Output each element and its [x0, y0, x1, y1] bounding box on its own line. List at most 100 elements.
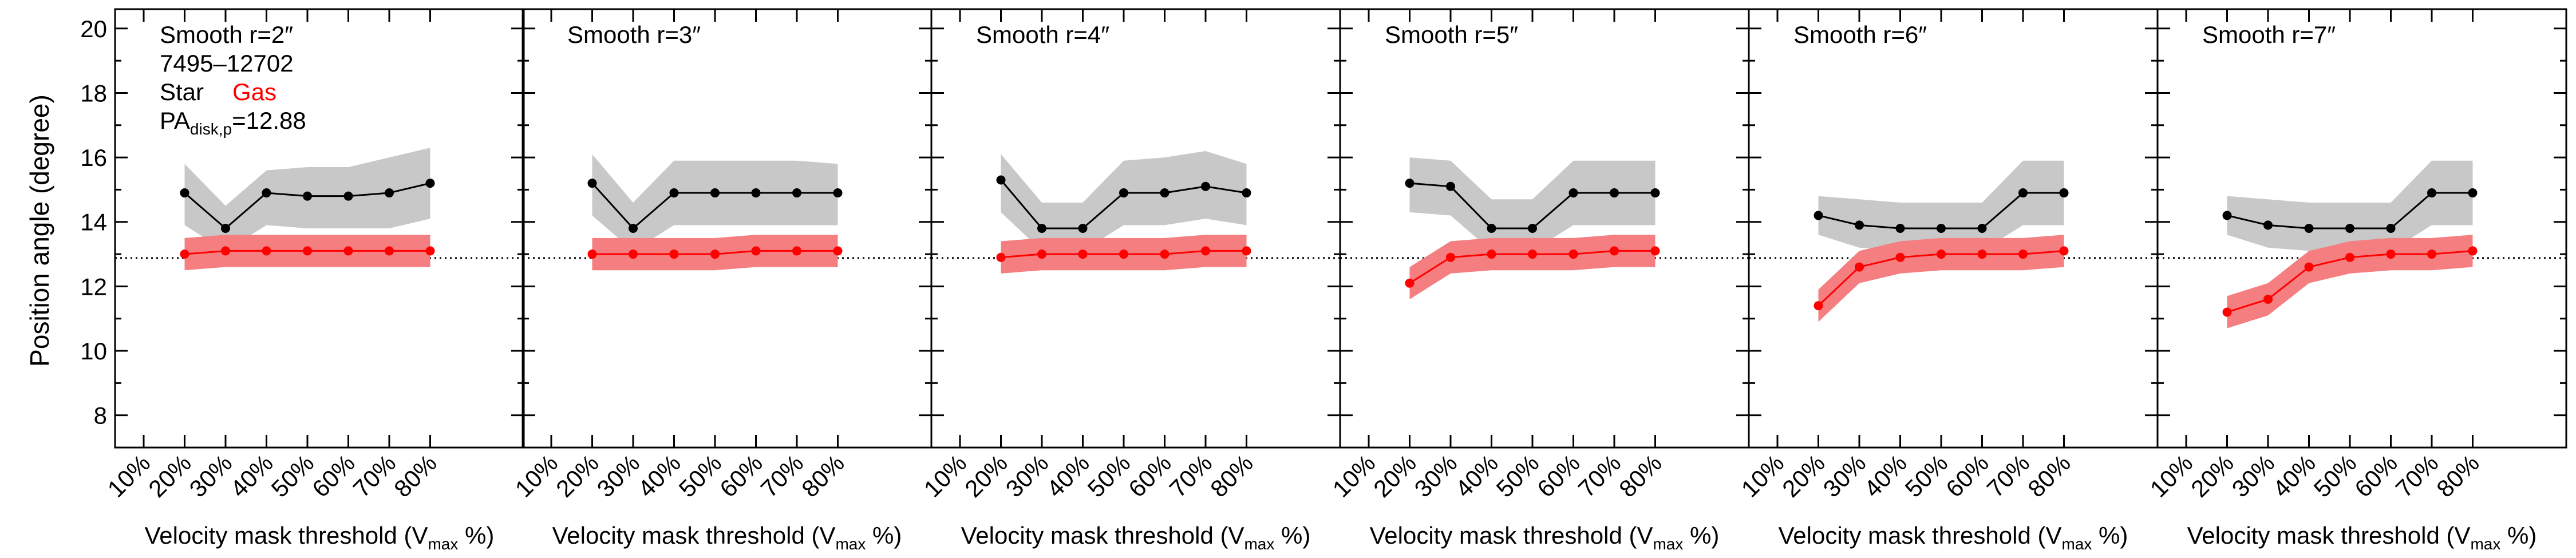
plot-frame: [114, 8, 525, 449]
star-point: [1201, 181, 1210, 191]
gas-point: [2059, 246, 2069, 256]
star-point: [1528, 224, 1537, 233]
panel-6: 10%20%30%40%50%60%70%80% Smooth r=7″ Veloc…: [2145, 8, 2567, 553]
panel-1: 8 10 12 14 16 18 20 10%20%30%40%50%60%70%80% Smo…: [80, 8, 525, 553]
gas-point: [262, 246, 271, 256]
x-tick-label: 20%: [1368, 449, 1421, 502]
x-tick-label: 10%: [510, 449, 563, 502]
star-point: [1610, 188, 1619, 198]
x-tick-label: 60%: [1941, 449, 1994, 502]
gas-point: [751, 246, 761, 256]
x-tick-label: 60%: [1532, 449, 1585, 502]
x-tick-label: 50%: [1900, 449, 1953, 502]
gas-point: [2304, 262, 2314, 272]
x-axis-label: Velocity mask threshold (Vmax %): [145, 522, 495, 553]
gas-uncertainty-band: [1818, 235, 2064, 322]
y-tick-label: 8: [94, 402, 107, 429]
panel-title: Smooth r=3″: [567, 21, 701, 48]
gas-point: [385, 246, 394, 256]
gas-point: [2386, 250, 2396, 259]
x-axis-label: Velocity mask threshold (Vmax %): [1370, 522, 1720, 553]
star-point: [751, 188, 761, 198]
x-axis-label: Velocity mask threshold (Vmax %): [1779, 522, 2128, 553]
x-tick-label: 10%: [1736, 449, 1789, 502]
x-tick-label: 10%: [2145, 449, 2198, 502]
x-tick-label: 80%: [1205, 449, 1258, 502]
x-tick-label: 10%: [102, 449, 156, 502]
x-tick-label: 20%: [551, 449, 604, 502]
x-tick-label: 70%: [1164, 449, 1218, 502]
star-uncertainty-band: [1818, 160, 2064, 251]
gas-point: [1242, 246, 1251, 256]
x-tick-label: 30%: [1001, 449, 1054, 502]
star-point: [833, 188, 843, 198]
star-point: [385, 188, 394, 198]
x-tick-label: 10%: [1327, 449, 1381, 502]
gas-point: [2427, 250, 2436, 259]
x-tick-label: 50%: [1082, 449, 1136, 502]
gas-point: [425, 246, 435, 256]
gas-point: [1814, 301, 1823, 311]
panel-2: 10%20%30%40%50%60%70%80% Smooth r=3″ Veloc…: [510, 8, 933, 553]
star-uncertainty-band: [2227, 160, 2473, 251]
star-point: [669, 188, 679, 198]
y-tick-label: 20: [80, 15, 107, 42]
y-tick-label: 18: [80, 80, 107, 106]
x-tick-label: 30%: [592, 449, 645, 502]
x-tick-label: 50%: [674, 449, 727, 502]
x-tick-label: 80%: [1614, 449, 1667, 502]
x-tick-label: 50%: [2309, 449, 2362, 502]
x-tick-label: 20%: [143, 449, 196, 502]
y-tick-label: 10: [80, 338, 107, 365]
panel-title: Smooth r=7″: [2202, 21, 2336, 48]
gas-point: [1610, 246, 1619, 256]
star-point: [1160, 188, 1170, 198]
gas-uncertainty-band: [2227, 235, 2473, 329]
x-tick-label: 20%: [959, 449, 1013, 502]
x-tick-label: 60%: [1123, 449, 1176, 502]
panel-5: 10%20%30%40%50%60%70%80% Smooth r=6″ Veloc…: [1736, 8, 2159, 553]
gas-point: [1405, 278, 1415, 288]
panel-3: 10%20%30%40%50%60%70%80% Smooth r=4″ Veloc…: [919, 8, 1341, 553]
star-point: [2468, 188, 2478, 198]
gas-point: [1855, 262, 1864, 272]
panel-title: Smooth r=2″: [160, 21, 293, 48]
star-point: [1078, 224, 1088, 233]
gas-point: [2345, 252, 2354, 262]
gas-point: [1895, 252, 1905, 262]
star-point: [1119, 188, 1128, 198]
x-tick-label: 60%: [714, 449, 768, 502]
x-tick-label: 40%: [1041, 449, 1095, 502]
x-axis-label: Velocity mask threshold (Vmax %): [961, 522, 1311, 553]
star-point: [2059, 188, 2069, 198]
x-tick-label: 10%: [919, 449, 972, 502]
x-tick-label: 70%: [756, 449, 809, 502]
star-point: [1242, 188, 1251, 198]
star-point: [2263, 220, 2273, 230]
x-tick-label: 40%: [1450, 449, 1503, 502]
star-point: [587, 179, 597, 188]
star-point: [2222, 211, 2232, 220]
x-tick-label: 20%: [1777, 449, 1830, 502]
gas-point: [1160, 250, 1170, 259]
star-point: [996, 175, 1006, 185]
x-tick-label: 80%: [2022, 449, 2076, 502]
x-tick-label: 70%: [1982, 449, 2035, 502]
x-tick-label: 40%: [225, 449, 278, 502]
star-point: [1814, 211, 1823, 220]
x-tick-label: 70%: [348, 449, 401, 502]
star-point: [1855, 220, 1864, 230]
gas-point: [1937, 250, 1946, 259]
gas-point: [1119, 250, 1128, 259]
star-point: [303, 191, 312, 201]
x-axis-label: Velocity mask threshold (Vmax %): [2187, 522, 2537, 553]
gas-point: [629, 250, 638, 259]
star-uncertainty-band: [592, 154, 838, 251]
x-tick-label: 20%: [2186, 449, 2239, 502]
plot-frame: [930, 8, 1341, 449]
x-axis-label: Velocity mask threshold (Vmax %): [552, 522, 902, 553]
star-point: [180, 188, 189, 198]
plot-frame: [521, 8, 933, 449]
x-tick-label: 40%: [633, 449, 686, 502]
star-point: [1650, 188, 1660, 198]
